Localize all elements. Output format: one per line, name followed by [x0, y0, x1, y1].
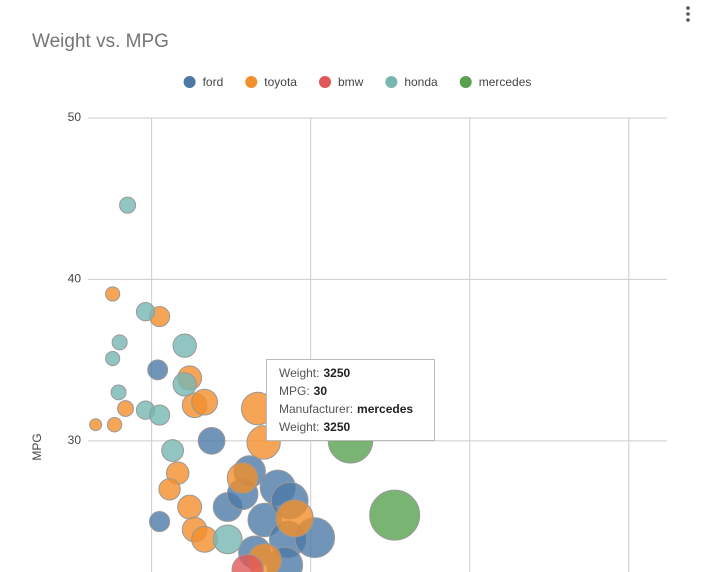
legend-marker: [318, 76, 331, 88]
bubble: [275, 499, 314, 538]
bubble: [106, 417, 123, 433]
legend-label: ford: [203, 75, 224, 89]
tooltip-value: 3250: [323, 366, 350, 380]
y-tick-label: 30: [68, 433, 82, 447]
legend-label: bmw: [338, 75, 364, 89]
legend-label: mercedes: [479, 75, 532, 89]
menu-icon[interactable]: [686, 6, 690, 22]
tooltip-value: 30: [314, 384, 328, 398]
legend-marker: [245, 76, 258, 88]
bubble: [161, 439, 185, 462]
bubble: [226, 462, 259, 494]
tooltip: Weight: 3250 MPG: 30 Manufacturer: mercedes We…: [266, 359, 435, 441]
legend-label: honda: [404, 75, 438, 89]
y-tick-label: 40: [68, 272, 82, 286]
tooltip-label: Manufacturer:: [279, 402, 353, 416]
bubble: [212, 524, 243, 555]
bubble: [369, 489, 421, 541]
bubble: [231, 553, 264, 572]
tooltip-label: Weight:: [279, 420, 319, 434]
bubble: [191, 388, 219, 416]
legend-label: toyota: [264, 75, 297, 89]
tooltip-value: 3250: [323, 420, 350, 434]
grid: 30 40 50: [68, 110, 667, 572]
bubble: [197, 426, 226, 455]
bubble: [110, 384, 127, 401]
bubble: [158, 478, 181, 501]
bubble: [177, 494, 203, 520]
tooltip-value: mercedes: [357, 402, 413, 416]
bubble: [117, 400, 134, 417]
bubble: [147, 359, 169, 381]
bubble: [172, 372, 197, 397]
chart-title: Weight vs. MPG: [32, 31, 169, 52]
legend-marker: [459, 76, 472, 88]
tooltip-label: MPG:: [279, 384, 310, 398]
legend: ford toyota bmw honda mercedes: [183, 75, 532, 89]
bubbles: [89, 196, 421, 572]
tooltip-label: Weight:: [279, 366, 319, 380]
bubble: [89, 418, 103, 432]
legend-marker: [385, 76, 398, 88]
bubble: [135, 302, 156, 322]
legend-marker: [183, 76, 196, 88]
bubble: [105, 350, 121, 367]
bubble: [172, 333, 197, 358]
tooltip-box: [266, 359, 435, 441]
menu-dot: [686, 12, 690, 16]
bubble: [105, 286, 121, 302]
bubble: [111, 334, 128, 351]
bubble: [119, 196, 137, 214]
y-axis-label: MPG: [30, 433, 44, 460]
menu-dot: [686, 18, 690, 22]
menu-dot: [686, 6, 690, 10]
y-tick-label: 50: [68, 110, 82, 124]
bubble: [149, 404, 171, 426]
bubble: [149, 511, 171, 533]
